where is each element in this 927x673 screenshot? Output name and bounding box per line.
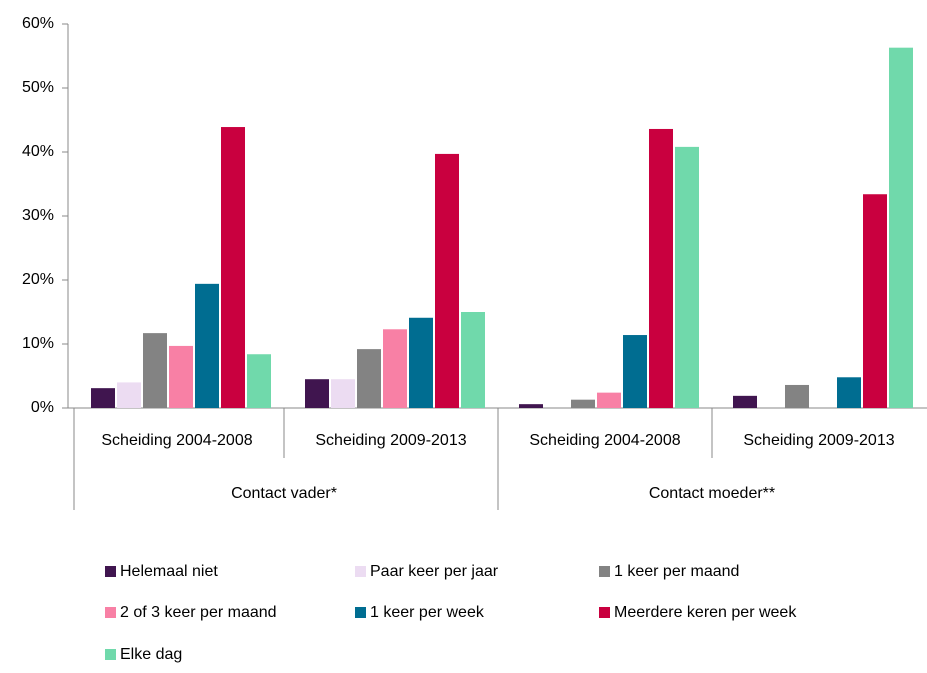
bar xyxy=(863,194,887,408)
legend-label: 1 keer per maand xyxy=(614,563,739,580)
bar xyxy=(305,379,329,408)
group-label: Contact vader* xyxy=(231,485,337,502)
y-tick-label: 20% xyxy=(22,271,54,288)
bar xyxy=(221,127,245,408)
x-tick-label: Scheiding 2004-2008 xyxy=(101,432,252,449)
bar xyxy=(247,354,271,408)
bar xyxy=(195,283,219,408)
legend-swatch xyxy=(105,607,116,618)
legend-swatch xyxy=(105,649,116,660)
bar xyxy=(675,146,699,408)
y-tick-label: 10% xyxy=(22,335,54,352)
x-tick-label: Scheiding 2009-2013 xyxy=(315,432,466,449)
legend-label: Paar keer per jaar xyxy=(370,563,499,580)
y-tick-label: 30% xyxy=(22,207,54,224)
bar xyxy=(461,312,485,408)
bar xyxy=(435,153,459,408)
legend-swatch xyxy=(355,566,366,577)
bar xyxy=(117,382,141,408)
bar xyxy=(785,384,809,408)
bar xyxy=(409,317,433,408)
bar xyxy=(91,388,115,408)
group-label: Contact moeder** xyxy=(649,485,775,502)
legend-label: Helemaal niet xyxy=(120,563,218,580)
bar xyxy=(733,395,757,408)
bar xyxy=(597,392,621,408)
legend-label: Elke dag xyxy=(120,646,182,663)
bar xyxy=(357,349,381,408)
legend-swatch xyxy=(105,566,116,577)
legend-label: 1 keer per week xyxy=(370,604,485,621)
y-tick-label: 50% xyxy=(22,79,54,96)
legend-label: Meerdere keren per week xyxy=(614,604,797,621)
x-tick-label: Scheiding 2004-2008 xyxy=(529,432,680,449)
bar xyxy=(383,329,407,408)
bar xyxy=(143,333,167,408)
legend-swatch xyxy=(599,566,610,577)
bar xyxy=(649,128,673,408)
y-tick-label: 40% xyxy=(22,143,54,160)
legend-swatch xyxy=(599,607,610,618)
bar xyxy=(331,379,355,408)
y-tick-label: 60% xyxy=(22,15,54,32)
x-tick-label: Scheiding 2009-2013 xyxy=(743,432,894,449)
bar xyxy=(519,404,543,408)
bar xyxy=(837,377,861,408)
bar xyxy=(623,335,647,408)
bar xyxy=(889,47,913,409)
legend-swatch xyxy=(355,607,366,618)
bar xyxy=(169,345,193,408)
bar xyxy=(571,399,595,408)
legend-label: 2 of 3 keer per maand xyxy=(120,604,277,621)
y-tick-label: 0% xyxy=(31,399,54,416)
